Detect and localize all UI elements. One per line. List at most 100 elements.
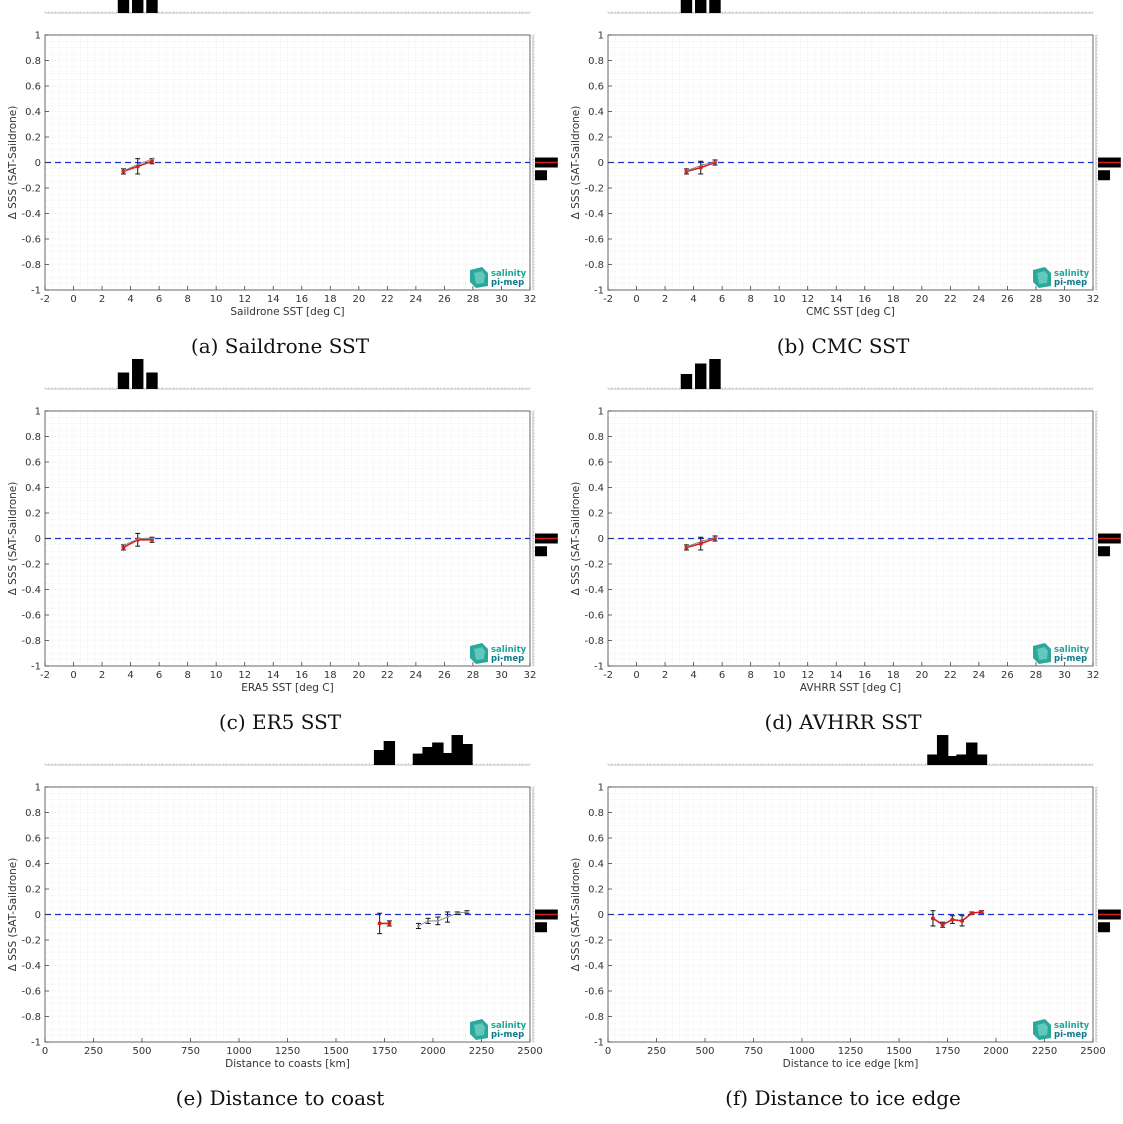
x-tick-label: 2250 [469, 1046, 494, 1057]
logo-icon-highlight [1037, 271, 1048, 284]
x-tick-label: 2 [662, 294, 668, 305]
x-tick-label: 10 [210, 294, 223, 305]
x-tick-label: 16 [858, 670, 871, 681]
series-line [932, 911, 982, 926]
data-point [417, 924, 420, 928]
y-tick-label: 0.4 [25, 483, 41, 494]
y-tick-label: -0.6 [584, 235, 604, 246]
data-series [120, 158, 155, 175]
grid [44, 786, 531, 1043]
top-hist-bar [927, 754, 939, 765]
y-tick-label: 0.4 [588, 859, 604, 870]
x-tick-label: 6 [156, 294, 162, 305]
panel-caption: (f) Distance to ice edge [725, 1086, 961, 1110]
x-tick-label: 18 [324, 294, 337, 305]
right-hist-bar [1098, 170, 1110, 181]
y-tick-label: 1 [598, 783, 604, 794]
logo-text-pimep: pi-mep [1054, 1030, 1087, 1040]
data-point [123, 168, 127, 172]
data-point [456, 912, 459, 915]
top-hist-bar [695, 363, 707, 389]
x-tick-label: 16 [295, 670, 308, 681]
y-tick-label: 0 [35, 910, 41, 921]
x-tick-label: -2 [603, 294, 613, 305]
x-tick-label: 4 [690, 294, 696, 305]
logo-text-pimep: pi-mep [491, 1030, 524, 1040]
x-tick-label: 30 [495, 294, 508, 305]
x-tick-label: 2250 [1032, 1046, 1057, 1057]
x-tick-label: 8 [184, 670, 190, 681]
y-tick-label: 0.4 [588, 107, 604, 118]
y-tick-label: -1 [31, 1038, 41, 1049]
y-tick-label: -0.2 [21, 560, 41, 571]
logo-text-pimep: pi-mep [491, 278, 524, 288]
y-tick-label: 0.4 [25, 107, 41, 118]
chart-svg: -2 0 2 4 6 8 10 12 14 16 18 20 22 24 26 28 30 32-1-0.8-0.… [570, 359, 1121, 694]
x-tick-label: 0 [633, 670, 639, 681]
panel-caption: (e) Distance to coast [175, 1086, 385, 1110]
grid [44, 34, 531, 291]
x-tick-label: 22 [381, 294, 394, 305]
x-tick-label: 1250 [838, 1046, 863, 1057]
x-tick-label: 14 [830, 670, 843, 681]
x-tick-label: 6 [719, 670, 725, 681]
y-axis-label: Δ SSS (SAT-Saildrone) [7, 106, 19, 220]
x-tick-label: 1250 [275, 1046, 300, 1057]
x-tick-label: 1000 [789, 1046, 814, 1057]
top-hist-bar [461, 744, 473, 765]
x-axis-label: Distance to ice edge [km] [783, 1058, 919, 1070]
x-tick-label: -2 [603, 670, 613, 681]
x-tick-label: 10 [773, 294, 786, 305]
x-tick-label: 750 [744, 1046, 763, 1057]
x-tick-label: 2 [662, 670, 668, 681]
x-tick-label: 12 [238, 670, 251, 681]
top-hist-bar [975, 754, 988, 765]
y-tick-label: -0.6 [584, 611, 604, 622]
top-hist-bar [373, 750, 386, 765]
x-tick-label: 1000 [226, 1046, 251, 1057]
data-point [960, 918, 965, 923]
x-tick-label: 14 [267, 294, 280, 305]
data-series [123, 537, 155, 547]
chart-svg: -2 0 2 4 6 8 10 12 14 16 18 20 22 24 26 28 30 32-1-0.8-0.… [7, 359, 558, 694]
x-tick-label: 26 [1001, 670, 1014, 681]
grid [607, 410, 1094, 667]
top-hist-bar [441, 753, 454, 765]
y-tick-label: 0.8 [588, 56, 604, 67]
top-hist-bar [936, 735, 949, 765]
x-axis-label: Saildrone SST [deg C] [230, 306, 344, 318]
y-tick-label: -0.4 [584, 961, 604, 972]
y-tick-label: -0.6 [584, 987, 604, 998]
chart-svg: -2 0 2 4 6 8 10 12 14 16 18 20 22 24 26 28 30 32-1-0.8-0.… [570, 0, 1121, 318]
y-axis-label: Δ SSS (SAT-Saildrone) [570, 858, 582, 972]
x-tick-label: 32 [524, 294, 537, 305]
data-point [930, 916, 935, 921]
y-tick-label: -1 [594, 1038, 604, 1049]
data-point [121, 545, 126, 550]
y-tick-label: -0.2 [584, 560, 604, 571]
x-tick-label: -2 [40, 670, 50, 681]
logo-text-pimep: pi-mep [491, 654, 524, 664]
y-tick-label: 0.2 [588, 885, 604, 896]
y-tick-label: 0.6 [25, 458, 41, 469]
x-tick-label: 10 [210, 670, 223, 681]
top-hist-bar [146, 0, 158, 13]
y-tick-label: -0.8 [584, 260, 604, 271]
right-hist-bar [1098, 922, 1110, 933]
y-tick-label: 0.2 [25, 885, 41, 896]
data-point [950, 917, 955, 922]
y-tick-label: 0.2 [25, 133, 41, 144]
y-tick-label: 0.6 [588, 82, 604, 93]
x-tick-label: 14 [830, 294, 843, 305]
top-hist-bar [709, 359, 721, 389]
x-tick-label: 24 [410, 294, 423, 305]
y-tick-label: 0.8 [588, 808, 604, 819]
top-hist-bar [695, 0, 707, 13]
y-tick-label: -0.2 [584, 184, 604, 195]
x-tick-label: 1500 [323, 1046, 348, 1057]
grid [607, 34, 1094, 291]
x-tick-label: 30 [1058, 670, 1071, 681]
x-tick-label: 2500 [1080, 1046, 1105, 1057]
